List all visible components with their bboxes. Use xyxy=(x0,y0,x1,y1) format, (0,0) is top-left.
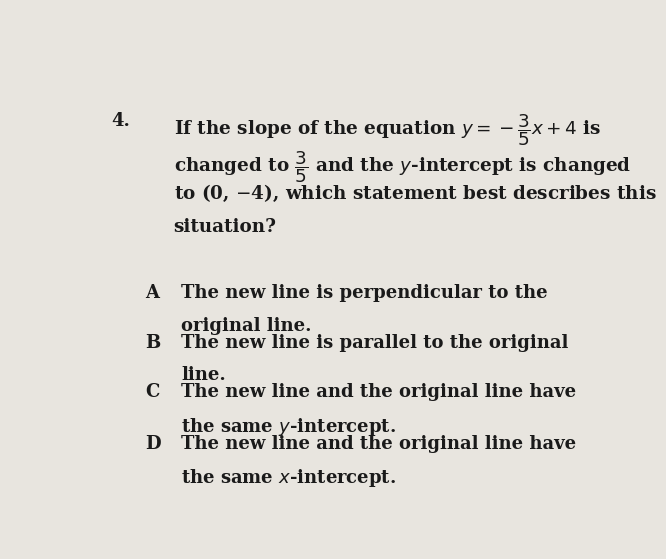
Text: The new line is parallel to the original: The new line is parallel to the original xyxy=(181,334,569,352)
Text: situation?: situation? xyxy=(174,217,276,236)
Text: D: D xyxy=(145,435,161,453)
Text: The new line and the original line have: The new line and the original line have xyxy=(181,383,577,401)
Text: the same $y$-intercept.: the same $y$-intercept. xyxy=(181,416,396,438)
Text: changed to $\dfrac{3}{5}$ and the $y$-intercept is changed: changed to $\dfrac{3}{5}$ and the $y$-in… xyxy=(174,149,631,184)
Text: B: B xyxy=(145,334,161,352)
Text: line.: line. xyxy=(181,366,226,384)
Text: If the slope of the equation $y = -\dfrac{3}{5}x + 4$ is: If the slope of the equation $y = -\dfra… xyxy=(174,112,601,148)
Text: A: A xyxy=(145,285,159,302)
Text: C: C xyxy=(145,383,160,401)
Text: to (0, $-$4), which statement best describes this: to (0, $-$4), which statement best descr… xyxy=(174,183,656,205)
Text: 4.: 4. xyxy=(112,112,131,130)
Text: The new line and the original line have: The new line and the original line have xyxy=(181,435,577,453)
Text: the same $x$-intercept.: the same $x$-intercept. xyxy=(181,467,396,489)
Text: original line.: original line. xyxy=(181,317,312,335)
Text: The new line is perpendicular to the: The new line is perpendicular to the xyxy=(181,285,548,302)
